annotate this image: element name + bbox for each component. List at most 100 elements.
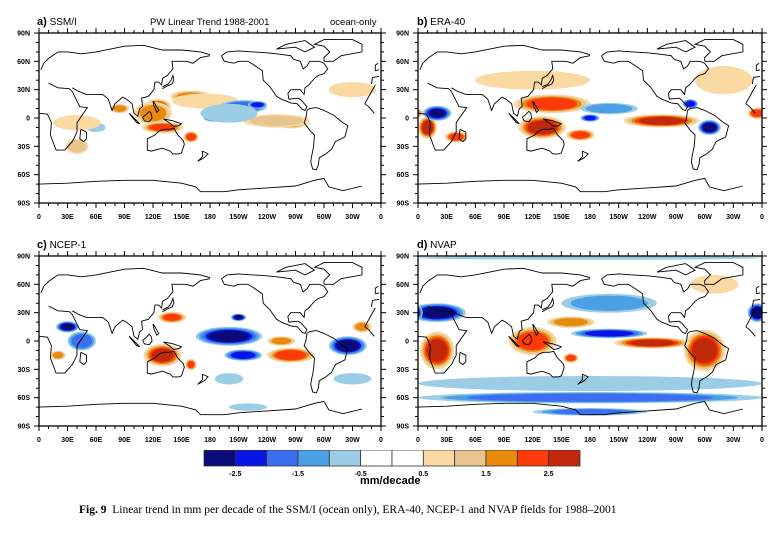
coastline [146, 127, 185, 155]
contour-fill [60, 323, 75, 331]
x-tick-label: 60E [90, 437, 103, 444]
coastline [418, 177, 744, 193]
x-tick-label: 180 [204, 214, 216, 221]
panel-b: b) ERA-40 0 30E 60E 90E 120E 150E 180 150W 120W 9… [379, 0, 778, 225]
coastline [577, 150, 589, 162]
panel-b-map: 0 30E 60E 90E 120E 150E 180 150W 120W 90W 60W 30W 09… [396, 28, 767, 221]
panel-a: a) SSM/I PW Linear Trend 1988-2001 ocean… [0, 0, 389, 225]
coastline [39, 400, 363, 416]
panel-c-label: c) NCEP-1 [37, 239, 87, 251]
coastline [276, 263, 316, 276]
x-tick-label: 60W [697, 437, 712, 444]
y-tick-label: 60N [17, 282, 30, 289]
x-tick-label: 120E [145, 214, 162, 221]
panel-a-right-title: ocean-only [330, 17, 377, 28]
x-tick-label: 150W [229, 437, 248, 444]
coastline [162, 73, 175, 90]
coastline [197, 150, 209, 162]
y-tick-label: 90N [17, 254, 30, 261]
y-tick-label: 90S [18, 201, 31, 208]
x-tick-label: 30E [440, 214, 453, 221]
contour-fill [274, 350, 307, 361]
coastline [72, 55, 211, 117]
y-tick-label: 90N [396, 31, 409, 38]
coastline [39, 82, 89, 151]
contour-fill [418, 375, 762, 392]
x-tick-label: 90W [288, 214, 303, 221]
contour-fill [629, 339, 675, 347]
x-tick-label: 180 [584, 214, 596, 221]
x-tick-label: 30E [61, 214, 74, 221]
coastline [146, 350, 185, 378]
contour-fill [251, 102, 264, 108]
coastline [521, 333, 533, 346]
contour-fill [570, 295, 648, 311]
y-tick-label: 0 [26, 116, 30, 123]
x-tick-label: 60W [317, 437, 332, 444]
colorbar: -2.5 -1.5 -0.5 0.5 1.5 2.5 [203, 450, 581, 478]
contour-fill [762, 376, 778, 391]
x-tick-label: 60E [469, 437, 482, 444]
coastline [375, 292, 380, 295]
coastline [221, 50, 329, 111]
coastline [128, 112, 141, 125]
x-tick-label: 90E [118, 437, 131, 444]
contour-fill [67, 140, 87, 153]
y-tick-label: 30N [17, 310, 30, 317]
contour-fill [333, 373, 372, 385]
colorbar-swatch [234, 450, 268, 467]
contour-fill [584, 330, 634, 337]
y-tick-label: 90S [397, 424, 410, 431]
coastline [371, 75, 380, 85]
contour-fill [71, 334, 92, 348]
y-tick-label: 90N [396, 254, 409, 261]
y-tick-label: 0 [405, 116, 409, 123]
coastline [39, 177, 363, 193]
x-tick-label: 150W [610, 437, 629, 444]
contour-fill [638, 116, 685, 125]
contour-fill [585, 103, 633, 114]
coastline [418, 305, 468, 374]
y-tick-label: 0 [405, 339, 409, 346]
y-tick-label: 90S [397, 201, 410, 208]
x-tick-label: 60W [697, 214, 712, 221]
coastline [526, 127, 565, 155]
x-tick-label: 0 [37, 437, 41, 444]
coastline [601, 273, 710, 334]
x-tick-label: 60E [469, 214, 482, 221]
x-tick-label: 120W [258, 214, 277, 221]
colorbar-tick-label: 1.5 [481, 471, 491, 478]
x-tick-label: 60W [317, 214, 332, 221]
contour-fill [702, 122, 717, 133]
panel-d: d) NVAP 0 30E 60E 90E 120E 150E 180 150W 120W 90W… [379, 223, 778, 448]
contour-fill [52, 351, 64, 359]
coastline [532, 100, 539, 114]
contour-fill [151, 348, 174, 362]
panel-b-label: b) ERA-40 [417, 16, 466, 28]
y-tick-label: 30N [396, 87, 409, 94]
x-tick-label: 150E [173, 214, 190, 221]
coastline [313, 39, 363, 62]
contour-fill [691, 337, 718, 364]
coastline [751, 298, 761, 308]
coastline [313, 262, 363, 285]
coastline [419, 267, 591, 293]
coastline [419, 44, 591, 70]
panel-c-map: 0 30E 60E 90E 120E 150E 180 150W 120W 90W 60W 30W 09… [17, 251, 386, 444]
contour-fill [428, 108, 446, 118]
contour-fill [551, 409, 629, 415]
colorbar-swatch [548, 450, 581, 467]
coastline [458, 351, 467, 366]
panel-d-map: 0 30E 60E 90E 120E 150E 180 150W 120W 90W 60W 30W 09… [396, 251, 778, 444]
coastline [72, 278, 211, 340]
colorbar-swatch [516, 450, 550, 467]
y-tick-label: 60N [396, 59, 409, 66]
x-tick-label: 150W [229, 214, 248, 221]
y-tick-label: 60S [18, 172, 31, 179]
colorbar-swatch [328, 450, 362, 467]
colorbar-swatch [203, 450, 236, 467]
coastline [221, 273, 329, 334]
x-tick-label: 120W [638, 214, 657, 221]
contour-fill [517, 331, 549, 351]
y-tick-label: 90S [18, 424, 31, 431]
